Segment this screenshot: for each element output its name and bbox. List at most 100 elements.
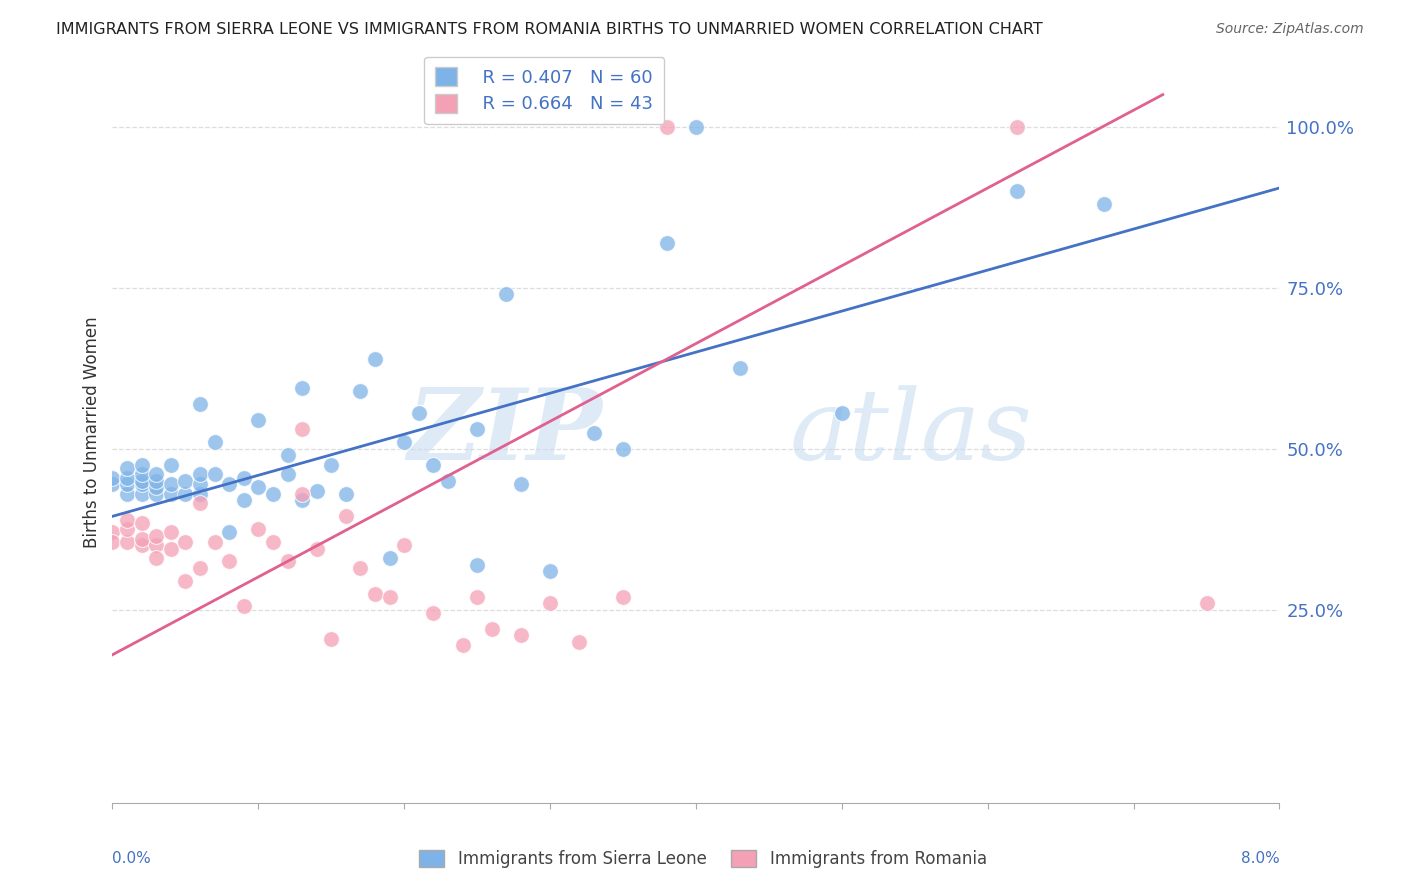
Point: [115, 535, 138, 549]
Point: [276, 467, 298, 482]
Point: [174, 535, 197, 549]
Point: [131, 487, 153, 501]
Point: [145, 528, 167, 542]
Point: [174, 474, 197, 488]
Text: 8.0%: 8.0%: [1240, 851, 1279, 866]
Point: [131, 477, 153, 491]
Point: [481, 622, 503, 636]
Point: [305, 541, 328, 556]
Legend: Immigrants from Sierra Leone, Immigrants from Romania: Immigrants from Sierra Leone, Immigrants…: [412, 843, 994, 875]
Point: [728, 361, 751, 376]
Point: [101, 525, 124, 540]
Point: [1005, 120, 1028, 134]
Point: [247, 522, 270, 536]
Point: [291, 493, 314, 508]
Text: ZIP: ZIP: [408, 384, 603, 481]
Point: [204, 467, 226, 482]
Point: [218, 525, 240, 540]
Point: [160, 458, 183, 472]
Point: [394, 435, 416, 450]
Point: [188, 561, 211, 575]
Text: atlas: atlas: [789, 385, 1032, 480]
Point: [145, 480, 167, 494]
Point: [1005, 184, 1028, 198]
Point: [160, 541, 183, 556]
Point: [305, 483, 328, 498]
Point: [218, 554, 240, 568]
Point: [451, 638, 474, 652]
Point: [335, 509, 357, 524]
Text: Source: ZipAtlas.com: Source: ZipAtlas.com: [1216, 22, 1364, 37]
Point: [174, 487, 197, 501]
Point: [465, 590, 488, 604]
Point: [247, 413, 270, 427]
Point: [291, 380, 314, 394]
Point: [218, 477, 240, 491]
Point: [408, 406, 430, 420]
Point: [1094, 197, 1116, 211]
Point: [115, 487, 138, 501]
Point: [115, 512, 138, 526]
Point: [232, 599, 254, 614]
Point: [364, 586, 387, 600]
Point: [349, 384, 371, 398]
Point: [364, 351, 387, 366]
Point: [160, 487, 183, 501]
Point: [465, 422, 488, 436]
Point: [131, 467, 153, 482]
Point: [291, 422, 314, 436]
Point: [568, 635, 591, 649]
Point: [232, 471, 254, 485]
Point: [321, 458, 343, 472]
Point: [131, 516, 153, 530]
Point: [131, 474, 153, 488]
Point: [131, 532, 153, 546]
Point: [349, 561, 371, 575]
Point: [232, 493, 254, 508]
Point: [538, 564, 561, 578]
Point: [422, 606, 444, 620]
Legend:   R = 0.407   N = 60,   R = 0.664   N = 43: R = 0.407 N = 60, R = 0.664 N = 43: [425, 57, 664, 124]
Point: [394, 538, 416, 552]
Y-axis label: Births to Unmarried Women: Births to Unmarried Women: [83, 317, 101, 549]
Point: [378, 551, 401, 566]
Point: [262, 487, 284, 501]
Point: [145, 538, 167, 552]
Point: [145, 467, 167, 482]
Point: [131, 458, 153, 472]
Point: [188, 496, 211, 510]
Point: [509, 628, 531, 642]
Point: [188, 467, 211, 482]
Point: [291, 487, 314, 501]
Point: [335, 487, 357, 501]
Point: [204, 435, 226, 450]
Point: [538, 596, 561, 610]
Point: [188, 477, 211, 491]
Point: [655, 235, 678, 250]
Point: [612, 442, 634, 456]
Point: [131, 538, 153, 552]
Point: [115, 477, 138, 491]
Point: [145, 487, 167, 501]
Point: [145, 551, 167, 566]
Point: [321, 632, 343, 646]
Point: [276, 554, 298, 568]
Point: [685, 120, 707, 134]
Point: [160, 477, 183, 491]
Point: [115, 522, 138, 536]
Point: [465, 558, 488, 572]
Point: [145, 474, 167, 488]
Point: [582, 425, 605, 440]
Point: [509, 477, 531, 491]
Point: [115, 461, 138, 475]
Point: [831, 406, 853, 420]
Point: [188, 487, 211, 501]
Point: [101, 535, 124, 549]
Point: [101, 471, 124, 485]
Point: [495, 287, 517, 301]
Point: [1195, 596, 1218, 610]
Point: [437, 474, 460, 488]
Point: [262, 535, 284, 549]
Point: [276, 448, 298, 462]
Point: [174, 574, 197, 588]
